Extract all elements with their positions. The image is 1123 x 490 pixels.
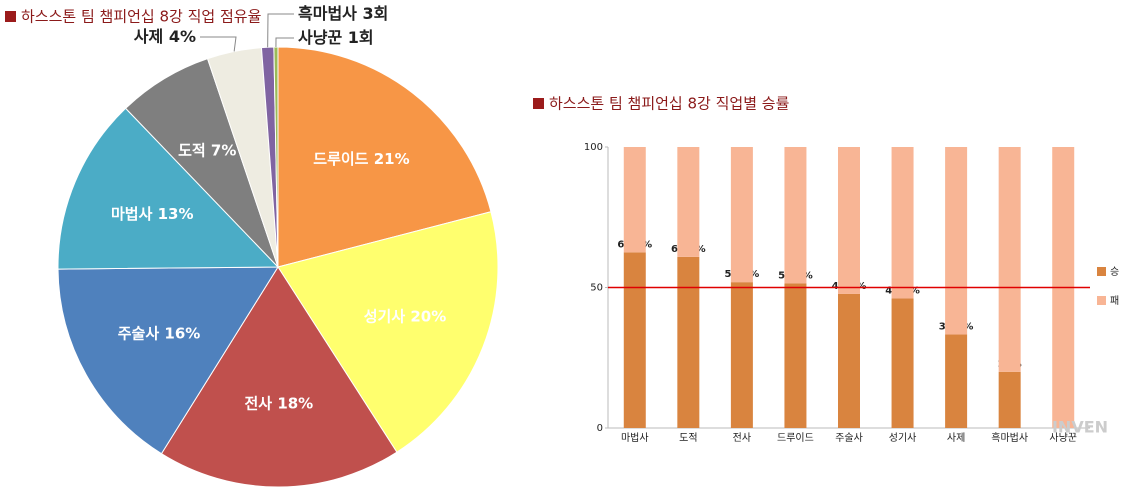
bar-segment — [677, 147, 700, 257]
bar-segment — [838, 147, 860, 294]
slice-value: 18% — [277, 394, 313, 412]
slice-value: 4% — [169, 27, 196, 46]
slice-label: 사제 4% — [134, 27, 196, 46]
bar-segment — [945, 147, 968, 335]
leader-line — [267, 13, 294, 48]
slice-name: 사냥꾼 — [298, 28, 342, 47]
slice-value: 7% — [211, 141, 236, 159]
bar-segment — [945, 334, 968, 428]
y-tick-label: 50 — [590, 283, 603, 294]
slice-label: 도적 7% — [178, 141, 236, 159]
bar-segment — [998, 371, 1021, 428]
slice-name: 드루이드 — [313, 150, 368, 168]
slice-label: 드루이드 21% — [313, 150, 409, 168]
legend-label: 패 — [1110, 295, 1119, 307]
y-tick-label: 0 — [597, 423, 603, 434]
slice-name: 전사 — [244, 394, 272, 412]
slice-label: 마법사 13% — [111, 205, 194, 223]
title-marker — [533, 98, 544, 109]
x-tick-label: 성기사 — [889, 432, 917, 444]
slice-name: 도적 — [178, 141, 206, 159]
slice-value: 16% — [164, 324, 200, 342]
slice-value: 20% — [410, 307, 446, 325]
bar-title: 하스스톤 팀 챔피언십 8강 직업별 승률 — [549, 95, 790, 113]
bar-segment — [891, 147, 914, 299]
x-tick-label: 흑마법사 — [991, 431, 1028, 444]
slice-value: 21% — [374, 150, 410, 168]
bar-segment — [891, 298, 914, 428]
legend-label: 승 — [1110, 266, 1119, 278]
pie-slice — [57, 107, 280, 270]
x-tick-label: 드루이드 — [777, 432, 814, 444]
leader-line — [275, 37, 294, 48]
slice-name: 주술사 — [118, 324, 160, 342]
slice-label: 사냥꾼 1회 — [298, 28, 374, 47]
slice-name: 성기사 — [364, 307, 406, 325]
bar-segment — [998, 147, 1021, 372]
pie-slice — [160, 266, 398, 488]
bar-segment — [784, 283, 807, 428]
x-tick-label: 도적 — [679, 432, 697, 444]
bar-segment — [730, 282, 753, 428]
bar-segment — [784, 147, 807, 284]
bar-segment — [623, 252, 646, 428]
x-tick-label: 마법사 — [621, 432, 649, 444]
legend-swatch — [1097, 267, 1106, 276]
slice-value: 13% — [158, 205, 194, 223]
bar-segment — [677, 256, 700, 428]
slice-value: 1회 — [348, 28, 374, 47]
pie-slice — [277, 46, 492, 268]
x-tick-label: 사제 — [947, 432, 965, 444]
bar-segment — [838, 293, 860, 428]
slice-name: 마법사 — [111, 205, 153, 223]
slice-label: 흑마법사 3회 — [298, 4, 388, 23]
slice-label: 주술사 16% — [118, 324, 201, 342]
x-tick-label: 주술사 — [835, 432, 863, 444]
bar-segment — [730, 147, 753, 283]
pie-slice — [57, 266, 279, 455]
slice-label: 성기사 20% — [364, 307, 447, 325]
x-tick-label: 전사 — [733, 432, 751, 444]
slice-value: 3회 — [362, 4, 388, 23]
watermark: INVEN — [1052, 418, 1108, 437]
y-tick-label: 100 — [584, 142, 603, 153]
legend-swatch — [1097, 296, 1106, 305]
slice-label: 전사 18% — [244, 394, 313, 412]
slice-name: 흑마법사 — [298, 4, 357, 23]
bar-segment — [623, 147, 646, 253]
pie-slice — [277, 211, 499, 453]
title-marker — [5, 11, 16, 22]
x-tick-label: 사냥꾼 — [1049, 432, 1077, 444]
slice-name: 사제 — [134, 27, 163, 46]
pie-title: 하스스톤 팀 챔피언십 8강 직업 점유율 — [21, 8, 261, 26]
leader-line — [200, 36, 237, 52]
